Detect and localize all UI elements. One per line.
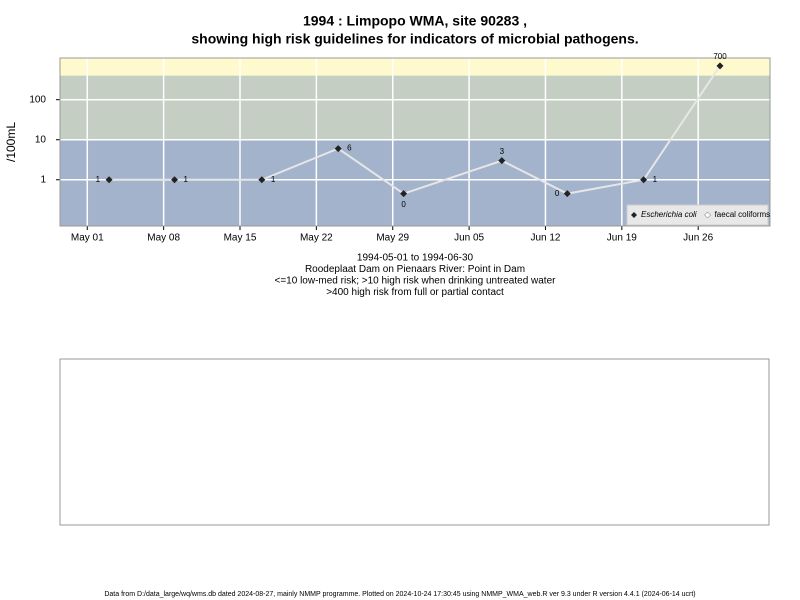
x-tick-label: May 08: [147, 233, 180, 244]
chart-title: 1994 : Limpopo WMA, site 90283 ,: [303, 13, 527, 29]
data-point: [716, 62, 724, 70]
plot-frame: [59, 57, 771, 227]
data-label: 1: [271, 175, 276, 184]
data-label: 1: [184, 175, 189, 184]
legend-label: Escherichia coli: [641, 210, 697, 219]
subtitle: <=10 low-med risk; >10 high risk when dr…: [275, 276, 557, 287]
x-tick-label: Jun 26: [683, 233, 713, 244]
risk-band: [60, 58, 770, 76]
data-point: [171, 176, 179, 184]
data-point: [640, 176, 648, 184]
footer: Data from D:/data_large/wq/wms.db dated …: [104, 591, 695, 598]
subtitle: Roodeplaat Dam on Pienaars River: Point …: [305, 264, 525, 275]
chart-title: showing high risk guidelines for indicat…: [191, 31, 638, 47]
legend-marker: [704, 211, 711, 219]
x-tick-label: Jun 05: [454, 233, 484, 244]
empty-panel: [59, 358, 770, 526]
x-tick-label: May 01: [71, 233, 104, 244]
x-tick-label: May 15: [224, 233, 257, 244]
data-point: [563, 190, 571, 198]
data-label: 0: [555, 189, 560, 198]
data-point: [498, 157, 506, 165]
legend-box: [626, 204, 769, 226]
data-point: [105, 176, 113, 184]
data-label: 3: [500, 147, 505, 156]
x-tick-label: May 22: [300, 233, 333, 244]
y-tick-label: 10: [35, 134, 47, 145]
subtitle: >400 high risk from full or partial cont…: [326, 287, 504, 298]
y-tick-label: 1: [40, 174, 46, 185]
data-label: 6: [347, 144, 352, 153]
x-tick-label: Jun 19: [607, 233, 637, 244]
legend-label: faecal coliforms: [715, 210, 771, 219]
data-point: [258, 176, 266, 184]
y-tick-label: 100: [29, 94, 46, 105]
data-label: 1: [96, 175, 101, 184]
risk-band: [60, 75, 770, 140]
y-axis-label: /100mL: [4, 122, 18, 162]
data-point: [334, 145, 342, 153]
x-tick-label: May 29: [376, 233, 409, 244]
data-label: 0: [401, 200, 406, 209]
x-tick-label: Jun 12: [530, 233, 560, 244]
data-label: 1: [653, 175, 658, 184]
subtitle: 1994-05-01 to 1994-06-30: [357, 253, 474, 264]
data-point: [400, 190, 408, 198]
data-label: 700: [713, 52, 727, 61]
legend-marker: [631, 212, 637, 218]
